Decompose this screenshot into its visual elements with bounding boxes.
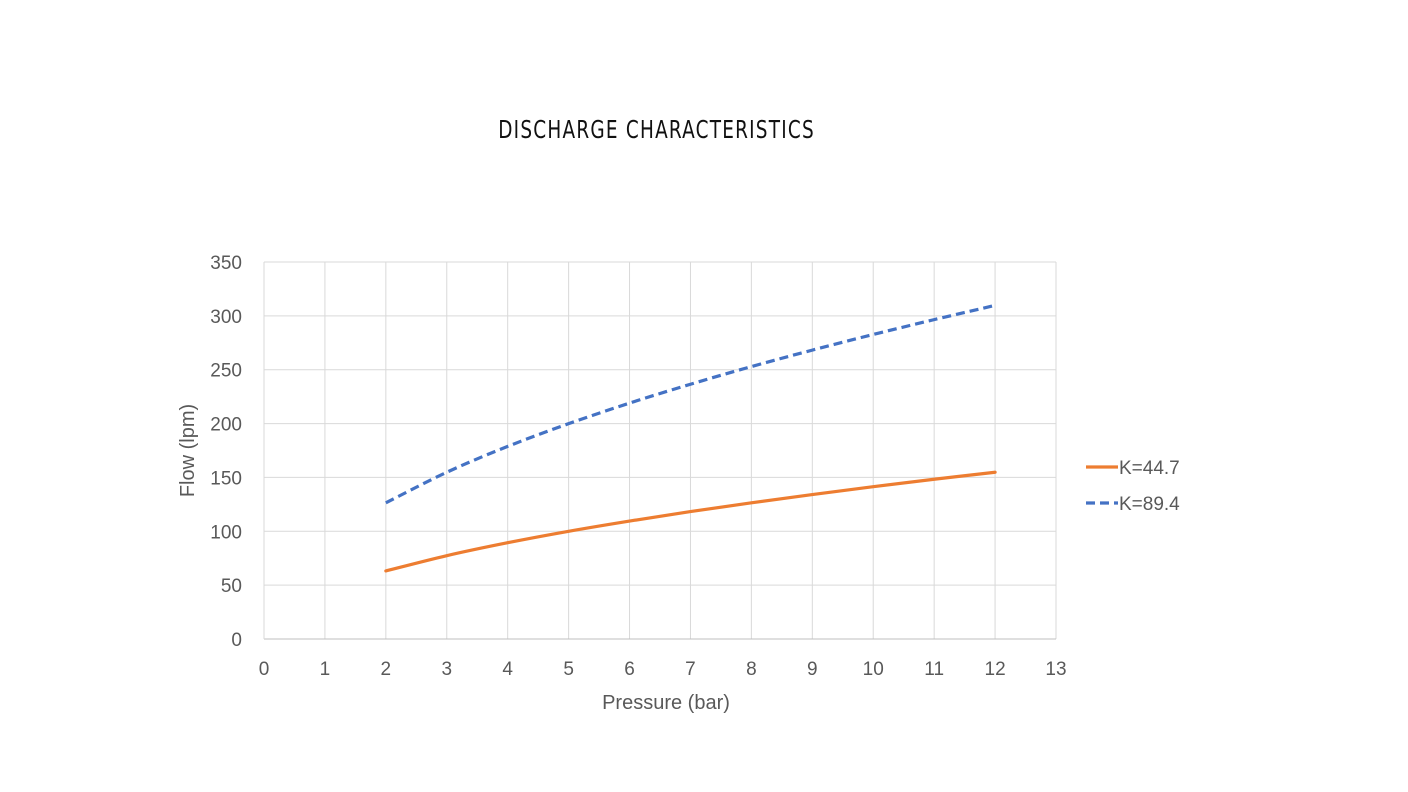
y-axis-title: Flow (lpm) — [177, 404, 199, 497]
y-tick-label: 300 — [210, 307, 242, 328]
x-tick-label: 7 — [685, 659, 696, 680]
x-tick-label: 6 — [624, 659, 635, 680]
series-line-1 — [384, 470, 997, 573]
x-tick-label: 5 — [563, 659, 574, 680]
chart-title: DISCHARGE CHARACTERISTICS — [498, 115, 815, 144]
y-tick-label: 100 — [210, 522, 242, 543]
y-tick-label: 50 — [221, 576, 242, 597]
y-tick-label: 350 — [210, 253, 242, 274]
series-lines — [384, 303, 997, 573]
y-tick-label: 250 — [210, 361, 242, 382]
x-tick-label: 4 — [502, 659, 513, 680]
x-tick-label: 13 — [1045, 659, 1066, 680]
x-tick-label: 2 — [381, 659, 392, 680]
x-tick-label: 9 — [807, 659, 818, 680]
x-tick-label: 12 — [985, 659, 1006, 680]
legend-label-1: K=44.7 — [1119, 458, 1180, 479]
y-tick-label: 150 — [210, 468, 242, 489]
legend: K=44.7 K=89.4 — [1086, 458, 1180, 515]
x-tick-label: 11 — [924, 659, 944, 680]
grid — [263, 261, 1057, 640]
x-tick-label: 8 — [746, 659, 757, 680]
x-axis-title: Pressure (bar) — [602, 692, 730, 714]
y-tick-label: 0 — [231, 630, 242, 651]
x-tick-label: 1 — [320, 659, 331, 680]
legend-label-2: K=89.4 — [1119, 494, 1180, 515]
x-tick-label: 0 — [259, 659, 270, 680]
x-tick-label: 10 — [863, 659, 884, 680]
y-tick-label: 200 — [210, 415, 242, 436]
axes — [263, 262, 1056, 640]
x-tick-label: 3 — [441, 659, 452, 680]
